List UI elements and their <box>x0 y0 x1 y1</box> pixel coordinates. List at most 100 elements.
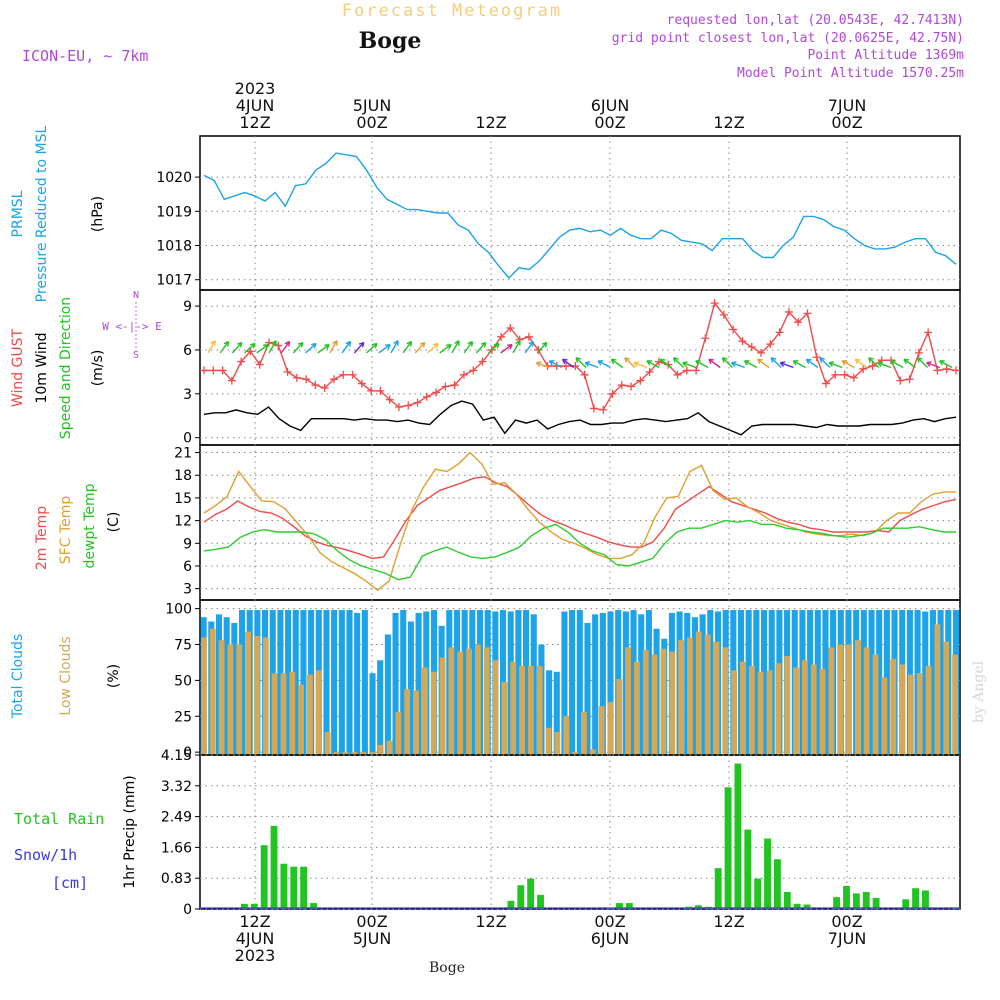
precip-bar-61 <box>803 904 811 909</box>
wind-arrow-24 <box>500 344 513 354</box>
bottom-time-label-4-0: 12Z <box>713 912 744 931</box>
gust-line-point-10 <box>292 373 301 382</box>
wind-arrow-head-30 <box>561 358 568 365</box>
low-cloud-bar-51 <box>651 654 658 754</box>
wind-arrow-39 <box>673 357 685 369</box>
wind-arrow-19 <box>439 344 452 354</box>
wind-arrow-head-8 <box>310 342 317 349</box>
low-cloud-bar-36 <box>519 666 525 754</box>
wind-gust-label: Wind GUST <box>10 328 26 407</box>
wind-arrow-head-50 <box>805 358 812 365</box>
low-cloud-bar-83 <box>934 624 941 754</box>
low-cloud-bar-46 <box>607 701 614 754</box>
wind-arrow-15 <box>390 340 399 354</box>
precip-bar-6 <box>260 845 268 909</box>
total-cloud-bar-96 <box>937 610 944 754</box>
low-cloud-bar-75 <box>863 647 870 754</box>
low-cloud-bar-24 <box>413 690 419 754</box>
wind-arrow-head-0 <box>210 340 216 346</box>
gust-line-point-71 <box>859 364 868 373</box>
low-cloud-bar-61 <box>740 661 746 754</box>
gust-line-point-80 <box>942 364 951 373</box>
gust-line-point-28 <box>459 370 468 379</box>
precip-bar-31 <box>507 900 515 909</box>
low-cloud-bar-57 <box>704 634 711 754</box>
top-time-label-2-0: 12Z <box>475 113 506 132</box>
tick-label-p-3: 1017 <box>156 273 192 289</box>
top-time-label-4-0: 12Z <box>713 113 744 132</box>
low-cloud-bar-65 <box>775 663 782 754</box>
total-cloud-bar-71 <box>745 610 752 754</box>
precip-bar-7 <box>270 825 278 909</box>
low-cloud-bar-34 <box>501 681 508 754</box>
low-cloud-bar-13 <box>315 670 322 754</box>
wind-arrow-head-61 <box>939 360 945 366</box>
precip-bar-60 <box>793 903 801 909</box>
wind-arrow-head-5 <box>271 340 277 346</box>
total-cloud-bar-94 <box>922 611 929 754</box>
gust-line-point-58 <box>738 337 747 346</box>
panel-frame-w <box>199 289 961 446</box>
wind-arrow-31 <box>575 357 587 369</box>
wind-arrow-55 <box>868 357 880 369</box>
wind-arrow-head-58 <box>903 358 910 365</box>
tick-label-t-6: 3 <box>183 582 192 598</box>
total-cloud-bar-73 <box>761 610 768 754</box>
gust-line-point-19 <box>376 386 385 395</box>
total-cloud-bar-10 <box>277 610 284 754</box>
low-cloud-bar-41 <box>563 716 570 754</box>
total-cloud-bar-48 <box>569 610 576 754</box>
wind-arrow-head-59 <box>916 357 923 363</box>
bottom-time-label-5-0: 00Z <box>831 912 862 931</box>
gust-line-point-24 <box>422 392 431 401</box>
low-cloud-bar-6 <box>254 635 260 754</box>
temp-y-ticks: 21 18 15 12 9 6 3 <box>174 446 200 598</box>
gust-line-point-65 <box>803 309 812 318</box>
wind-arrow-head-52 <box>828 361 835 367</box>
low-cloud-bar-19 <box>368 752 375 754</box>
wind-arrow-head-29 <box>548 360 555 366</box>
wind-arrow-49 <box>792 360 806 369</box>
wind-arrow-36 <box>633 362 648 369</box>
gust-line-point-75 <box>896 376 905 385</box>
gust-line-point-52 <box>682 366 691 375</box>
gust-line-point-74 <box>887 356 896 365</box>
bottom-time-label-2-0: 12Z <box>475 912 506 931</box>
total-cloud-bar-52 <box>599 612 606 754</box>
gust-line-point-79 <box>933 366 942 375</box>
gust-line-point-33 <box>506 324 515 333</box>
wind-arrow-56 <box>877 362 892 369</box>
wind-arrow-head-46 <box>757 358 763 365</box>
wind-arrow-13 <box>366 342 378 354</box>
low-cloud-bar-84 <box>943 641 950 754</box>
gust-line-point-56 <box>719 310 728 319</box>
gust-line-point-77 <box>914 348 923 357</box>
wind-arrow-42 <box>708 358 721 369</box>
total-cloud-bar-65 <box>699 614 706 754</box>
wind-arrow-11 <box>341 341 351 354</box>
low-cloud-bar-71 <box>828 647 835 754</box>
wind-arrow-58 <box>903 358 916 369</box>
gust-line-point-21 <box>394 402 403 411</box>
grid-lines <box>200 136 960 910</box>
footer-location: Boge <box>429 960 465 976</box>
low-cloud-bar-8 <box>271 673 278 754</box>
gust-line-point-59 <box>747 343 756 352</box>
wind-arrow-51 <box>819 357 831 369</box>
wind-arrow-head-39 <box>672 357 679 363</box>
wind-speed-line <box>203 400 957 436</box>
total-cloud-bar-3 <box>223 617 230 754</box>
total-cloud-bar-51 <box>592 614 599 754</box>
low-cloud-bar-49 <box>634 661 640 754</box>
tick-label-r-2: 2.49 <box>161 810 192 826</box>
tick-label-w-0: 9 <box>183 299 192 315</box>
watermark: by Angel <box>971 660 987 723</box>
wind-arrow-head-23 <box>493 342 500 349</box>
tick-label-w-1: 6 <box>183 343 192 359</box>
low-cloud-bar-55 <box>687 637 693 754</box>
tick-label-r-3: 1.66 <box>161 840 192 856</box>
precip-bar-66 <box>852 893 860 909</box>
wind-arrow-head-18 <box>432 342 439 349</box>
cloud-unit: (%) <box>106 664 122 688</box>
gust-line-point-78 <box>924 328 933 337</box>
